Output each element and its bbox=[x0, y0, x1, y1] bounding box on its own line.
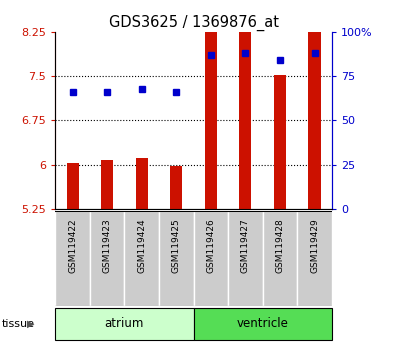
Text: atrium: atrium bbox=[105, 318, 144, 330]
Text: GSM119426: GSM119426 bbox=[206, 218, 215, 273]
Text: tissue: tissue bbox=[2, 319, 35, 329]
Bar bbox=[194, 308, 332, 340]
Bar bbox=[194, 211, 228, 306]
Text: GSM119423: GSM119423 bbox=[103, 218, 112, 273]
Bar bbox=[55, 308, 194, 340]
Bar bbox=[205, 31, 217, 209]
Bar bbox=[263, 211, 297, 306]
Bar bbox=[159, 211, 194, 306]
Text: GSM119425: GSM119425 bbox=[172, 218, 181, 273]
Bar bbox=[66, 164, 79, 209]
Bar bbox=[135, 158, 148, 209]
Bar bbox=[55, 211, 90, 306]
Bar bbox=[308, 31, 321, 209]
Bar bbox=[274, 75, 286, 209]
Bar bbox=[239, 11, 252, 209]
Bar bbox=[124, 211, 159, 306]
Bar bbox=[297, 211, 332, 306]
Bar bbox=[228, 211, 263, 306]
Bar bbox=[90, 211, 124, 306]
Bar bbox=[101, 160, 113, 209]
Title: GDS3625 / 1369876_at: GDS3625 / 1369876_at bbox=[109, 14, 278, 30]
Bar bbox=[170, 166, 182, 209]
Text: ventricle: ventricle bbox=[237, 318, 289, 330]
Text: GSM119424: GSM119424 bbox=[137, 218, 146, 273]
Text: GSM119428: GSM119428 bbox=[275, 218, 284, 273]
Text: GSM119429: GSM119429 bbox=[310, 218, 319, 273]
Text: ▶: ▶ bbox=[27, 319, 34, 329]
Text: GSM119427: GSM119427 bbox=[241, 218, 250, 273]
Text: GSM119422: GSM119422 bbox=[68, 218, 77, 273]
